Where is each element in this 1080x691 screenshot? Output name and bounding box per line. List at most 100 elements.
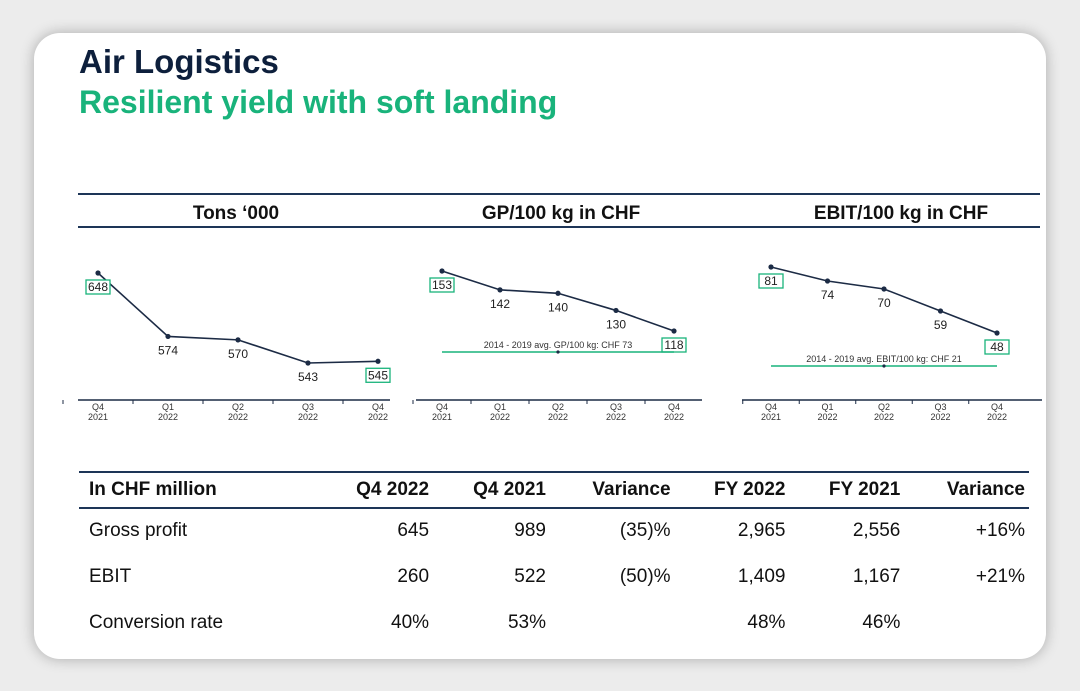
x-tick-label-quarter: Q1 xyxy=(494,402,506,412)
column-header: Variance xyxy=(549,471,675,509)
x-tick-label-quarter: Q4 xyxy=(668,402,680,412)
slide: Air Logistics Resilient yield with soft … xyxy=(34,33,1046,659)
table-cell: 46% xyxy=(862,611,901,633)
table-cell: (35)% xyxy=(619,519,671,541)
chart-title: Tons ‘000 xyxy=(193,203,279,224)
reference-point xyxy=(556,350,560,354)
data-label: 142 xyxy=(490,297,510,311)
x-tick-label-quarter: Q3 xyxy=(302,402,314,412)
x-tick-label-year: 2022 xyxy=(228,412,248,422)
data-point xyxy=(555,290,561,296)
table-cell: +21% xyxy=(975,565,1025,587)
financial-table: In CHF million Q4 2022 Q4 2021 Variance … xyxy=(79,471,1029,647)
data-point xyxy=(881,286,887,292)
table-cell: 522 xyxy=(514,565,546,587)
data-point xyxy=(613,307,619,314)
table-cell: 645 xyxy=(397,519,430,541)
table-cell: 2,556 xyxy=(852,519,901,541)
x-tick-label-year: 2021 xyxy=(88,412,108,422)
x-tick-label-year: 2022 xyxy=(817,412,837,422)
table-cell: 989 xyxy=(514,519,546,541)
data-label: 648 xyxy=(88,280,108,294)
column-header: FY 2022 xyxy=(674,471,790,509)
x-tick-label-quarter: Q4 xyxy=(991,402,1003,412)
row-label-text: EBIT xyxy=(89,566,132,587)
x-tick-label-year: 2022 xyxy=(606,412,626,422)
table-cell: 53% xyxy=(507,611,546,633)
page-subtitle: Resilient yield with soft landing xyxy=(79,84,558,120)
x-tick-label-year: 2022 xyxy=(490,412,510,422)
data-label: 81 xyxy=(764,274,778,288)
page-title: Air Logistics xyxy=(79,43,279,80)
data-label: 74 xyxy=(821,288,835,302)
x-tick-label-quarter: Q4 xyxy=(92,402,104,412)
x-tick-label-quarter: Q3 xyxy=(610,402,622,412)
table-cell: (50)% xyxy=(619,565,671,587)
data-label: 130 xyxy=(606,317,626,331)
table-cell: 260 xyxy=(397,565,430,587)
x-tick-label-quarter: Q2 xyxy=(878,402,890,412)
data-point xyxy=(439,268,445,274)
column-header: Variance xyxy=(904,471,1029,509)
data-label: 570 xyxy=(228,347,248,361)
line-chart-3: EBIT/100 kg in CHF 81 74 70 59 48 2014 - 2019 … xyxy=(742,203,1042,422)
data-point xyxy=(375,358,381,364)
data-point xyxy=(937,308,944,314)
table-cell: 40% xyxy=(391,611,430,633)
table-cell xyxy=(904,601,1029,647)
x-tick-label-quarter: Q1 xyxy=(821,402,833,412)
row-label-text: Conversion rate xyxy=(89,612,224,633)
table-cell: +16% xyxy=(975,519,1025,541)
data-point xyxy=(768,264,774,270)
x-tick-label-quarter: Q2 xyxy=(552,402,564,412)
data-label: 140 xyxy=(548,300,568,314)
column-header: FY 2021 xyxy=(789,471,905,509)
data-label: 118 xyxy=(664,338,683,352)
data-point xyxy=(497,287,503,293)
row-label: Gross profit xyxy=(79,508,316,555)
table-row: Conversion rate 40% 53% 48% 46% xyxy=(79,601,1029,647)
data-label-box xyxy=(85,279,111,295)
data-label: 574 xyxy=(158,343,178,357)
column-header: In CHF million xyxy=(79,471,317,509)
x-tick-label-year: 2022 xyxy=(664,412,684,422)
data-label: 545 xyxy=(368,368,388,382)
data-point xyxy=(305,360,311,366)
x-tick-label-year: 2021 xyxy=(432,412,452,422)
reference-label: 2014 - 2019 avg. GP/100 kg: CHF 73 xyxy=(484,340,633,350)
column-header: Q4 2022 xyxy=(316,471,434,509)
data-label: 153 xyxy=(432,278,452,292)
data-label: 70 xyxy=(877,296,891,310)
table-header-row: In CHF million Q4 2022 Q4 2021 Variance … xyxy=(79,471,1029,509)
data-label-box xyxy=(758,273,784,289)
x-tick-label-year: 2022 xyxy=(987,412,1007,422)
data-label: 543 xyxy=(298,370,318,384)
data-label: 48 xyxy=(990,340,1004,354)
x-tick-label-quarter: Q4 xyxy=(372,402,384,412)
data-point xyxy=(95,270,101,276)
data-label: 59 xyxy=(934,318,948,332)
data-point xyxy=(165,333,171,340)
x-tick-label-year: 2021 xyxy=(761,412,781,422)
data-label-box xyxy=(365,367,391,383)
data-point xyxy=(671,328,677,334)
table-cell: 1,167 xyxy=(852,565,901,587)
x-tick-label-quarter: Q3 xyxy=(934,402,946,412)
chart-title: EBIT/100 kg in CHF xyxy=(814,203,988,224)
x-tick-label-year: 2022 xyxy=(874,412,894,422)
reference-label: 2014 - 2019 avg. EBIT/100 kg: CHF 21 xyxy=(806,354,962,364)
x-tick-label-year: 2022 xyxy=(298,412,318,422)
table-cell: 2,965 xyxy=(737,519,786,541)
row-label: EBIT xyxy=(79,555,316,601)
x-tick-label-quarter: Q4 xyxy=(436,402,448,412)
x-tick-label-quarter: Q2 xyxy=(232,402,244,412)
x-tick-label-quarter: Q1 xyxy=(162,402,174,412)
x-tick-label-quarter: Q4 xyxy=(765,402,777,412)
data-point xyxy=(235,337,241,343)
table-row: EBIT 260 522 (50)% 1,409 1,167 +21% xyxy=(79,555,1029,601)
table-cell: 1,409 xyxy=(737,565,786,587)
table-row: Gross profit 645 989 (35)% 2,965 2,556 +… xyxy=(79,508,1029,555)
data-point xyxy=(824,278,831,284)
